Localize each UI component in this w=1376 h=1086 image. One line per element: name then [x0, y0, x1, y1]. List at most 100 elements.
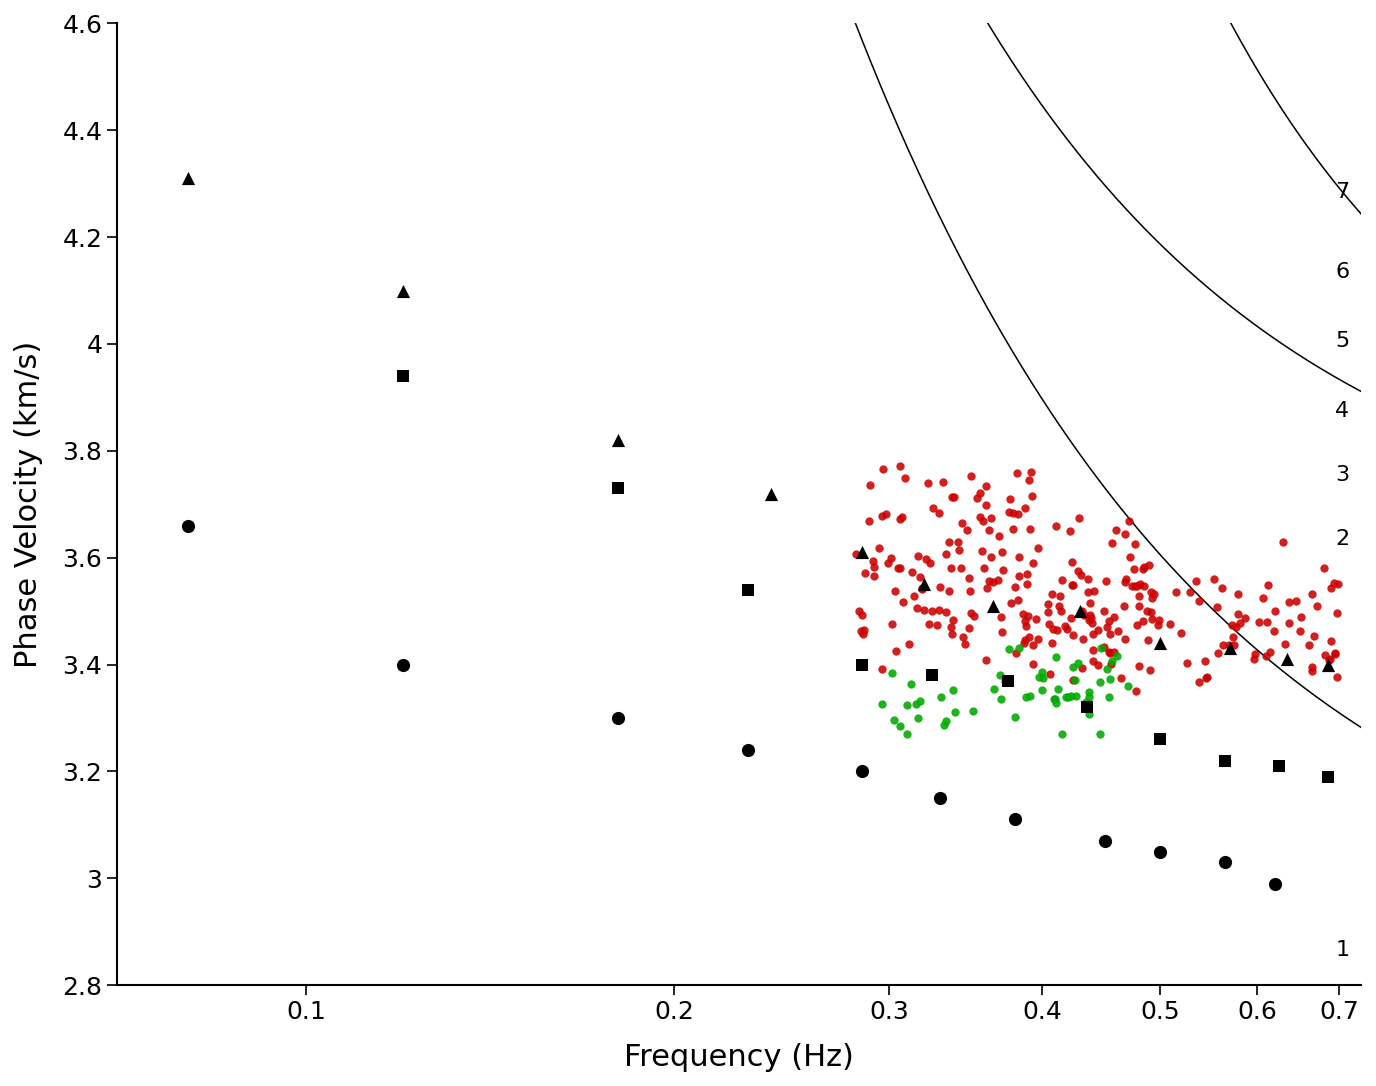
Point	[883, 711, 905, 729]
Point	[1211, 636, 1233, 654]
Point	[863, 558, 885, 576]
Point	[852, 626, 874, 643]
Point	[1113, 597, 1135, 615]
Point	[1149, 634, 1171, 652]
Point	[1196, 669, 1218, 686]
Point	[1278, 615, 1300, 632]
Point	[1317, 768, 1339, 785]
Point	[977, 579, 999, 596]
Point	[1193, 653, 1215, 670]
Point	[1135, 603, 1157, 620]
Point	[1113, 526, 1135, 543]
Point	[1071, 659, 1093, 677]
Point	[885, 643, 907, 660]
Point	[1000, 594, 1022, 611]
Point	[1066, 563, 1088, 580]
Point	[896, 725, 918, 743]
Point	[1325, 668, 1347, 685]
Point	[1046, 622, 1068, 640]
Point	[1099, 626, 1121, 643]
Point	[980, 548, 1002, 566]
Point	[1226, 585, 1248, 603]
Point	[1255, 614, 1277, 631]
Point	[1002, 504, 1024, 521]
Point	[1300, 585, 1322, 603]
Point	[908, 569, 930, 586]
Point	[1003, 579, 1025, 596]
Point	[1075, 694, 1097, 711]
Point	[1007, 592, 1029, 609]
Point	[889, 457, 911, 475]
Point	[998, 641, 1020, 658]
Point	[1274, 635, 1296, 653]
Point	[852, 762, 874, 780]
Point	[1139, 583, 1161, 601]
Point	[1278, 593, 1300, 610]
Point	[1160, 615, 1182, 632]
Point	[978, 572, 1000, 590]
Point	[1141, 610, 1163, 628]
Point	[1132, 613, 1154, 630]
Point	[760, 484, 782, 502]
Point	[1187, 673, 1210, 691]
Point	[1324, 644, 1346, 661]
Point	[1124, 577, 1146, 594]
Point	[1011, 605, 1033, 622]
Point	[911, 580, 933, 597]
Point	[889, 509, 911, 527]
Point	[1020, 463, 1042, 480]
Point	[934, 545, 956, 563]
Point	[1047, 597, 1069, 615]
Point	[941, 489, 963, 506]
Point	[1321, 633, 1343, 651]
Point	[1047, 680, 1069, 697]
Point	[999, 491, 1021, 508]
Point	[981, 573, 1003, 591]
Point	[929, 790, 951, 807]
Point	[1058, 522, 1080, 540]
Point	[1108, 622, 1130, 640]
Point	[1022, 554, 1044, 571]
Point	[1098, 689, 1120, 706]
Point	[907, 599, 929, 617]
Point	[1039, 666, 1061, 683]
Point	[1291, 608, 1313, 626]
Point	[1028, 539, 1050, 556]
Point	[1069, 603, 1091, 620]
Y-axis label: Phase Velocity (km/s): Phase Velocity (km/s)	[14, 341, 43, 668]
Point	[1106, 647, 1128, 665]
Point	[896, 696, 918, 714]
Point	[1219, 636, 1241, 654]
Point	[1138, 556, 1160, 573]
Point	[1002, 520, 1024, 538]
Point	[1313, 559, 1335, 577]
Point	[1080, 614, 1102, 631]
Point	[1072, 630, 1094, 647]
Point	[1115, 572, 1137, 590]
Point	[1141, 589, 1163, 606]
Point	[1077, 570, 1099, 588]
Point	[1098, 645, 1120, 662]
Point	[1325, 645, 1347, 662]
Point	[893, 469, 915, 487]
Point	[966, 490, 988, 507]
Point	[1080, 609, 1102, 627]
Point	[848, 602, 870, 619]
Point	[1326, 576, 1348, 593]
Point	[982, 597, 1004, 615]
Point	[1054, 618, 1076, 635]
Point	[989, 667, 1011, 684]
Point	[1322, 574, 1344, 592]
Point	[885, 582, 907, 599]
Point	[1094, 832, 1116, 849]
Point	[926, 617, 948, 634]
Point	[1087, 621, 1109, 639]
Point	[1006, 464, 1028, 481]
Point	[1006, 644, 1028, 661]
Point	[1244, 645, 1266, 662]
Point	[1101, 534, 1123, 552]
Point	[1051, 571, 1073, 589]
Point	[900, 675, 922, 693]
Point	[1014, 631, 1036, 648]
Point	[1073, 606, 1095, 623]
